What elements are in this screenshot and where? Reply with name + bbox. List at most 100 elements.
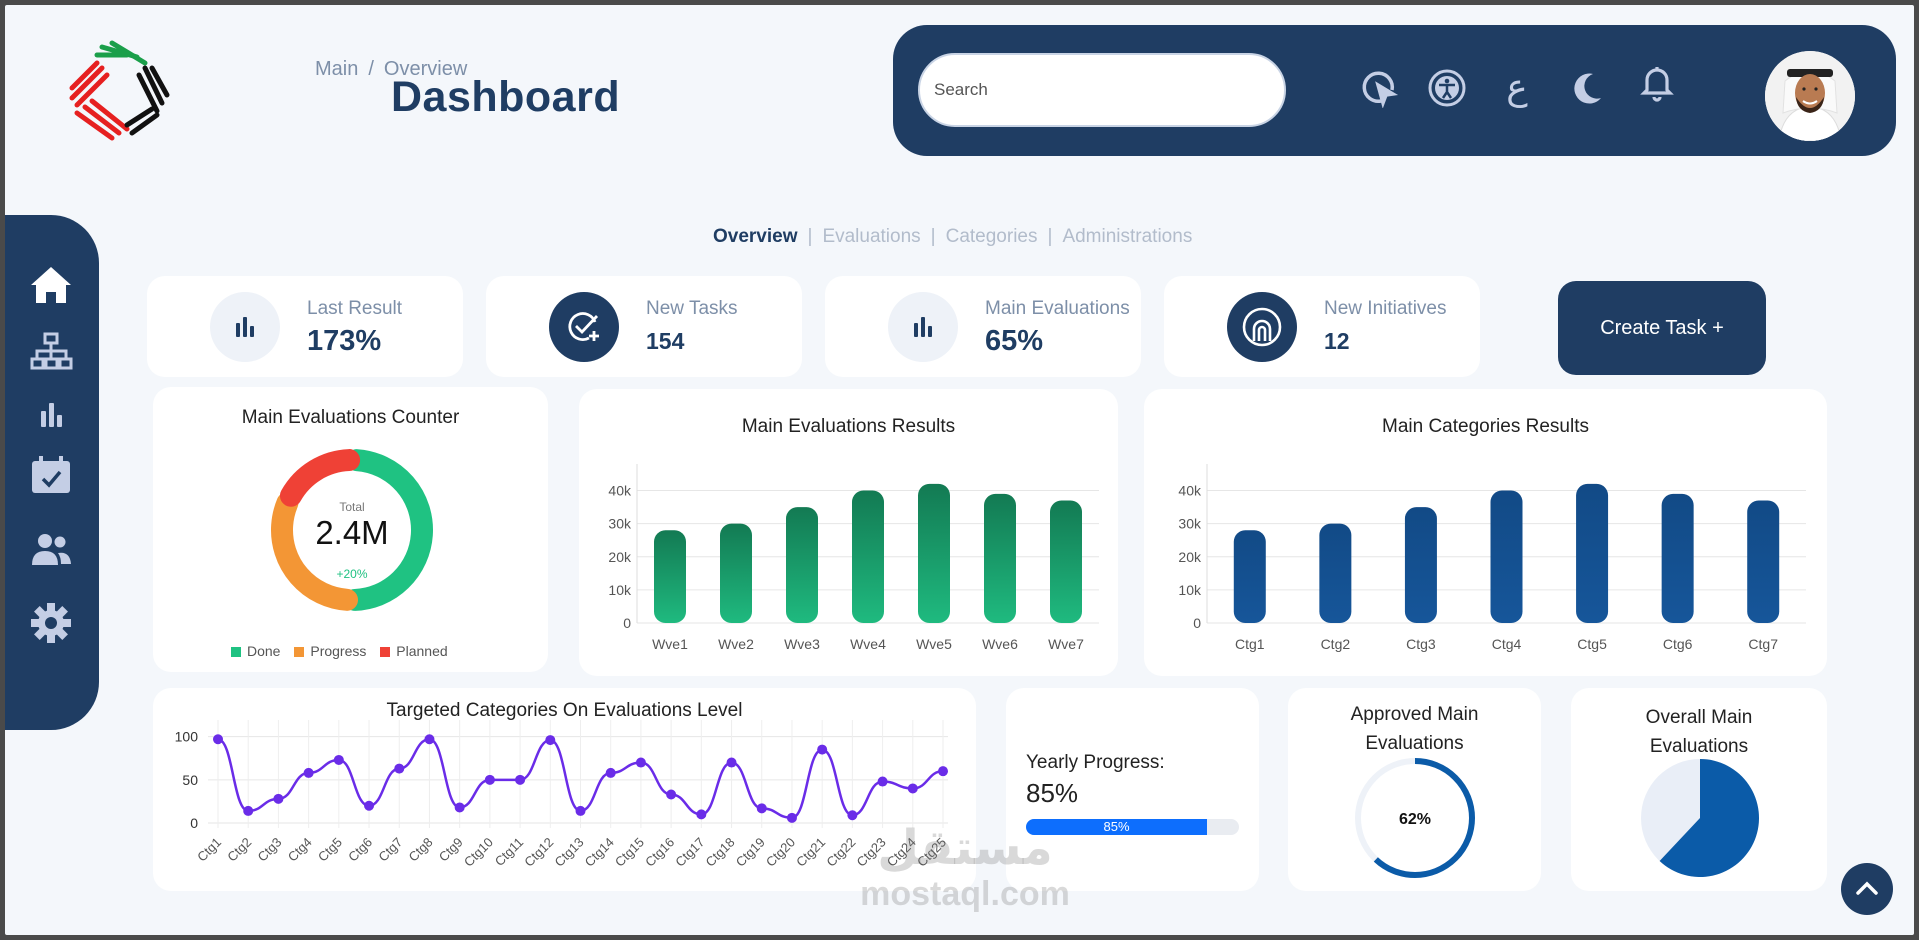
line-point[interactable] — [394, 763, 405, 774]
y-tick-label: 10k — [608, 582, 632, 598]
yearly-progress-fill: 85% — [1026, 819, 1208, 835]
gauge-value: 62% — [1399, 811, 1431, 828]
breadcrumb-root[interactable]: Main — [315, 58, 359, 80]
stat-value: 154 — [646, 328, 685, 354]
line-point[interactable] — [817, 744, 828, 755]
sidebar-item-home[interactable] — [27, 261, 75, 309]
moon-icon[interactable] — [1564, 65, 1610, 111]
bar[interactable] — [1050, 500, 1082, 623]
x-tick-label: Ctg5 — [1577, 636, 1607, 652]
bar[interactable] — [1747, 500, 1780, 623]
yearly-progress-card: Yearly Progress: 85% 85% — [1006, 688, 1259, 891]
card-title-line2: Evaluations — [1649, 736, 1749, 757]
sidebar-item-calendar[interactable] — [27, 451, 75, 499]
evaluations-bar-chart: 0 10k 20k 30k 40k Wve1 Wve2 Wve3 Wve4 Wve5 Wve6 Wve… — [608, 464, 1099, 652]
x-tick-label: Ctg19 — [733, 835, 768, 870]
yearly-progress-bar: 85% — [1026, 819, 1239, 835]
top-bar: ع — [893, 25, 1896, 156]
categories-bar-chart: 0 10k 20k 30k 40k Ctg1 Ctg2 Ctg3 Ctg4 Ctg5 Ctg6 Ctg… — [1178, 464, 1806, 652]
create-task-button[interactable]: Create Task + — [1558, 281, 1766, 375]
sidebar-item-users[interactable] — [27, 525, 75, 573]
x-tick-label: Ctg2 — [224, 835, 254, 865]
tab-overview[interactable]: Overview — [713, 226, 798, 247]
app-window: Main / Overview Dashboard ع — [5, 5, 1914, 935]
line-point[interactable] — [364, 800, 375, 811]
bar[interactable] — [1490, 490, 1523, 623]
donut-segment-planned — [271, 449, 433, 611]
overall-evaluations-card: Overall Main Evaluations — [1571, 688, 1827, 891]
line-point[interactable] — [938, 766, 948, 777]
y-tick-label: 100 — [175, 729, 199, 745]
bar[interactable] — [1319, 523, 1352, 623]
stat-value: 65% — [985, 325, 1044, 357]
line-point[interactable] — [545, 735, 556, 746]
line-point[interactable] — [243, 805, 254, 816]
line-point[interactable] — [635, 757, 646, 768]
home-icon — [31, 267, 71, 303]
chevron-up-icon — [1856, 881, 1878, 895]
users-icon — [32, 534, 71, 565]
x-tick-label: Wve6 — [982, 636, 1018, 652]
line-point[interactable] — [484, 774, 495, 785]
line-point[interactable] — [273, 793, 284, 804]
bell-icon[interactable] — [1634, 59, 1680, 105]
line-point[interactable] — [454, 802, 465, 813]
line-point[interactable] — [303, 767, 314, 778]
line-point[interactable] — [515, 774, 526, 785]
bar[interactable] — [720, 523, 752, 623]
x-tick-label: Ctg1 — [1235, 636, 1265, 652]
tab-bar: Overview | Evaluations | Categories | Administ… — [713, 226, 1193, 247]
tab-administrations[interactable]: Administrations — [1062, 226, 1193, 247]
cursor-icon[interactable] — [1356, 65, 1402, 111]
bar[interactable] — [1233, 530, 1266, 623]
search-input[interactable] — [918, 53, 1286, 127]
y-tick-label: 0 — [623, 615, 631, 631]
bar[interactable] — [1404, 507, 1437, 623]
line-point[interactable] — [696, 809, 707, 820]
x-tick-label: Ctg6 — [1663, 636, 1693, 652]
line-point[interactable] — [424, 734, 435, 745]
sidebar-item-settings[interactable] — [27, 599, 75, 647]
accessibility-icon[interactable] — [1424, 65, 1470, 111]
targeted-categories-card: Targeted Categories On Evaluations Level… — [153, 688, 976, 891]
sidebar-item-structure[interactable] — [27, 327, 75, 375]
scroll-to-top-button[interactable] — [1841, 863, 1893, 915]
line-point[interactable] — [726, 757, 737, 768]
line-point[interactable] — [847, 810, 858, 821]
stat-label: New Initiatives — [1324, 298, 1447, 319]
tab-categories[interactable]: Categories — [945, 226, 1038, 247]
task-add-icon — [549, 292, 619, 362]
x-tick-label: Ctg18 — [703, 835, 738, 870]
bar[interactable] — [984, 493, 1016, 623]
avatar[interactable] — [1765, 51, 1855, 141]
watermark-arabic: مستقل — [877, 820, 1053, 876]
line-point[interactable] — [907, 783, 918, 794]
line-point[interactable] — [756, 803, 767, 814]
bar[interactable] — [1661, 493, 1694, 623]
bar[interactable] — [852, 490, 884, 623]
bar[interactable] — [786, 507, 818, 623]
arabic-language-toggle[interactable]: ع — [1506, 67, 1528, 108]
bar-chart-icon — [41, 403, 62, 427]
y-tick-label: 20k — [608, 549, 632, 565]
bar[interactable] — [918, 483, 950, 623]
line-point[interactable] — [333, 754, 344, 765]
sidebar-item-reports[interactable] — [27, 389, 75, 437]
card-title-line1: Overall Main — [1645, 707, 1753, 728]
y-tick-label: 20k — [1178, 549, 1202, 565]
bar[interactable] — [1576, 483, 1609, 623]
x-tick-label: Ctg11 — [492, 835, 526, 869]
line-point[interactable] — [666, 789, 677, 800]
line-point[interactable] — [786, 812, 797, 823]
chart-title: Main Categories Results — [1382, 416, 1589, 437]
line-point[interactable] — [877, 776, 888, 787]
line-point[interactable] — [213, 734, 223, 745]
tab-evaluations[interactable]: Evaluations — [822, 226, 921, 247]
line-point[interactable] — [605, 767, 616, 778]
y-tick-label: 30k — [1178, 516, 1202, 532]
gear-icon — [31, 603, 71, 643]
initiative-icon — [1227, 292, 1297, 362]
line-point[interactable] — [575, 805, 586, 816]
x-tick-label: Ctg4 — [285, 835, 315, 865]
bar[interactable] — [654, 530, 686, 623]
